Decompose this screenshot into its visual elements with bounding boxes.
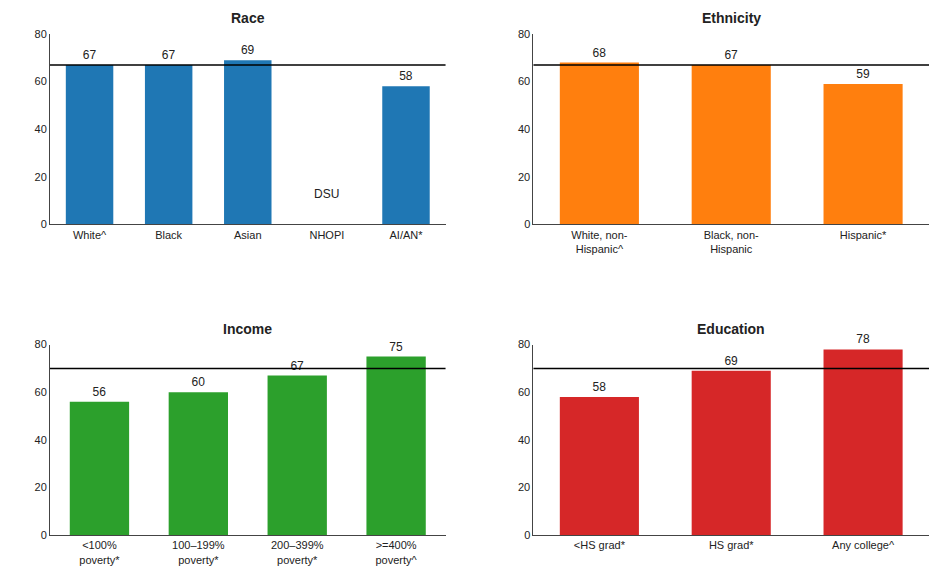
svg-text:20: 20 xyxy=(518,171,530,183)
svg-text:40: 40 xyxy=(35,434,47,446)
svg-text:58: 58 xyxy=(399,69,413,83)
svg-text:67: 67 xyxy=(83,48,97,62)
svg-text:69: 69 xyxy=(724,354,738,368)
svg-text:40: 40 xyxy=(35,123,47,135)
svg-text:AI/AN*: AI/AN* xyxy=(389,229,423,241)
svg-text:20: 20 xyxy=(518,481,530,493)
svg-text:Any college^: Any college^ xyxy=(832,539,895,551)
svg-text:75: 75 xyxy=(389,340,403,354)
svg-text:60: 60 xyxy=(518,386,530,398)
svg-text:78: 78 xyxy=(856,332,870,346)
svg-text:0: 0 xyxy=(524,218,530,230)
svg-text:20: 20 xyxy=(35,481,47,493)
svg-text:60: 60 xyxy=(35,75,47,87)
svg-text:Income: Income xyxy=(223,321,272,337)
svg-text:67: 67 xyxy=(724,48,738,62)
svg-text:40: 40 xyxy=(518,434,530,446)
svg-text:>=400%poverty^: >=400%poverty^ xyxy=(375,539,417,565)
svg-text:80: 80 xyxy=(35,28,47,40)
svg-text:Education: Education xyxy=(697,321,765,337)
svg-text:20: 20 xyxy=(35,171,47,183)
svg-text:100–199%poverty*: 100–199%poverty* xyxy=(172,539,225,565)
svg-text:67: 67 xyxy=(290,359,304,373)
svg-text:80: 80 xyxy=(518,338,530,350)
svg-text:40: 40 xyxy=(518,123,530,135)
svg-text:60: 60 xyxy=(35,386,47,398)
svg-text:58: 58 xyxy=(593,380,607,394)
svg-text:<100%poverty*: <100%poverty* xyxy=(79,539,120,565)
svg-text:Black: Black xyxy=(155,229,182,241)
svg-text:HS grad*: HS grad* xyxy=(709,539,754,551)
svg-text:0: 0 xyxy=(41,218,47,230)
svg-text:Ethnicity: Ethnicity xyxy=(702,10,761,26)
svg-text:White^: White^ xyxy=(73,229,107,241)
svg-text:60: 60 xyxy=(518,75,530,87)
svg-text:56: 56 xyxy=(93,385,107,399)
svg-text:60: 60 xyxy=(191,375,205,389)
svg-text:Race: Race xyxy=(231,10,265,26)
svg-text:59: 59 xyxy=(856,67,870,81)
svg-text:DSU: DSU xyxy=(314,187,339,201)
svg-text:Hispanic*: Hispanic* xyxy=(840,229,887,241)
svg-text:80: 80 xyxy=(518,28,530,40)
svg-text:67: 67 xyxy=(162,48,176,62)
svg-text:NHOPI: NHOPI xyxy=(309,229,344,241)
svg-text:White, non-Hispanic^: White, non-Hispanic^ xyxy=(571,229,628,255)
svg-text:69: 69 xyxy=(241,43,255,57)
svg-text:200–399%poverty*: 200–399%poverty* xyxy=(271,539,324,565)
svg-text:<HS grad*: <HS grad* xyxy=(574,539,626,551)
svg-text:68: 68 xyxy=(593,46,607,60)
svg-text:0: 0 xyxy=(524,529,530,541)
svg-text:80: 80 xyxy=(35,338,47,350)
svg-text:Black, non-Hispanic: Black, non-Hispanic xyxy=(704,229,759,255)
svg-text:Asian: Asian xyxy=(234,229,262,241)
svg-text:0: 0 xyxy=(41,529,47,541)
